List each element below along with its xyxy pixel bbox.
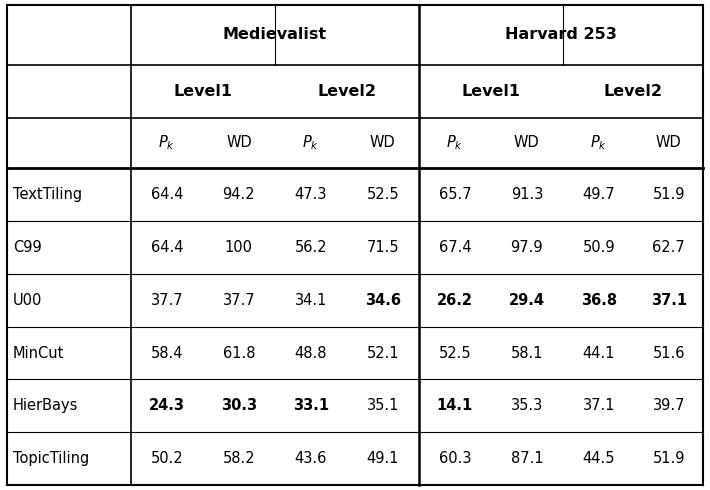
Text: Medievalist: Medievalist [223,27,327,43]
Text: 30.3: 30.3 [221,398,257,414]
Text: 52.1: 52.1 [366,345,399,361]
Text: WD: WD [226,135,252,150]
Text: 51.9: 51.9 [652,451,685,466]
Text: 49.1: 49.1 [366,451,399,466]
Text: 24.3: 24.3 [149,398,185,414]
Text: 29.4: 29.4 [509,293,545,308]
Text: 91.3: 91.3 [510,187,543,202]
Text: 33.1: 33.1 [293,398,329,414]
Text: Harvard 253: Harvard 253 [505,27,617,43]
Text: WD: WD [370,135,395,150]
Text: 97.9: 97.9 [510,240,543,255]
Text: 47.3: 47.3 [295,187,327,202]
Text: 35.3: 35.3 [510,398,543,414]
Text: WD: WD [656,135,682,150]
Text: 34.1: 34.1 [295,293,327,308]
Text: HierBays: HierBays [13,398,78,414]
Text: 50.2: 50.2 [151,451,183,466]
Text: 14.1: 14.1 [437,398,473,414]
Text: 61.8: 61.8 [223,345,255,361]
Text: 48.8: 48.8 [295,345,327,361]
Text: Level2: Level2 [317,84,376,99]
Text: 35.1: 35.1 [366,398,399,414]
Text: 67.4: 67.4 [439,240,471,255]
Text: 94.2: 94.2 [223,187,255,202]
Text: 58.2: 58.2 [223,451,255,466]
Text: Level1: Level1 [173,84,232,99]
Text: 62.7: 62.7 [652,240,685,255]
Text: 44.1: 44.1 [582,345,615,361]
Text: 65.7: 65.7 [439,187,471,202]
Text: 58.4: 58.4 [151,345,183,361]
Text: 36.8: 36.8 [581,293,617,308]
Text: 60.3: 60.3 [439,451,471,466]
Text: 71.5: 71.5 [366,240,399,255]
Text: C99: C99 [13,240,41,255]
Text: 26.2: 26.2 [437,293,473,308]
Text: 100: 100 [225,240,253,255]
Text: Level1: Level1 [462,84,520,99]
Text: 43.6: 43.6 [295,451,327,466]
Text: 52.5: 52.5 [439,345,471,361]
Text: 49.7: 49.7 [582,187,615,202]
Text: 56.2: 56.2 [295,240,327,255]
Text: Level2: Level2 [604,84,662,99]
Text: 64.4: 64.4 [151,187,183,202]
Text: $P_k$: $P_k$ [590,134,607,152]
Text: TopicTiling: TopicTiling [13,451,89,466]
Text: $P_k$: $P_k$ [302,134,320,152]
Text: U00: U00 [13,293,42,308]
Text: 37.7: 37.7 [223,293,255,308]
Text: 39.7: 39.7 [652,398,685,414]
Text: 87.1: 87.1 [510,451,543,466]
Text: 37.7: 37.7 [151,293,183,308]
Text: 37.1: 37.1 [651,293,687,308]
Text: 51.6: 51.6 [652,345,685,361]
Text: WD: WD [514,135,540,150]
Text: TextTiling: TextTiling [13,187,82,202]
Text: 64.4: 64.4 [151,240,183,255]
Text: MinCut: MinCut [13,345,64,361]
Text: 51.9: 51.9 [652,187,685,202]
Text: 37.1: 37.1 [582,398,615,414]
Text: 50.9: 50.9 [582,240,615,255]
Text: 34.6: 34.6 [365,293,401,308]
Text: 52.5: 52.5 [366,187,399,202]
Text: $P_k$: $P_k$ [447,134,464,152]
Text: $P_k$: $P_k$ [158,134,175,152]
Text: 44.5: 44.5 [582,451,615,466]
Text: 58.1: 58.1 [510,345,543,361]
